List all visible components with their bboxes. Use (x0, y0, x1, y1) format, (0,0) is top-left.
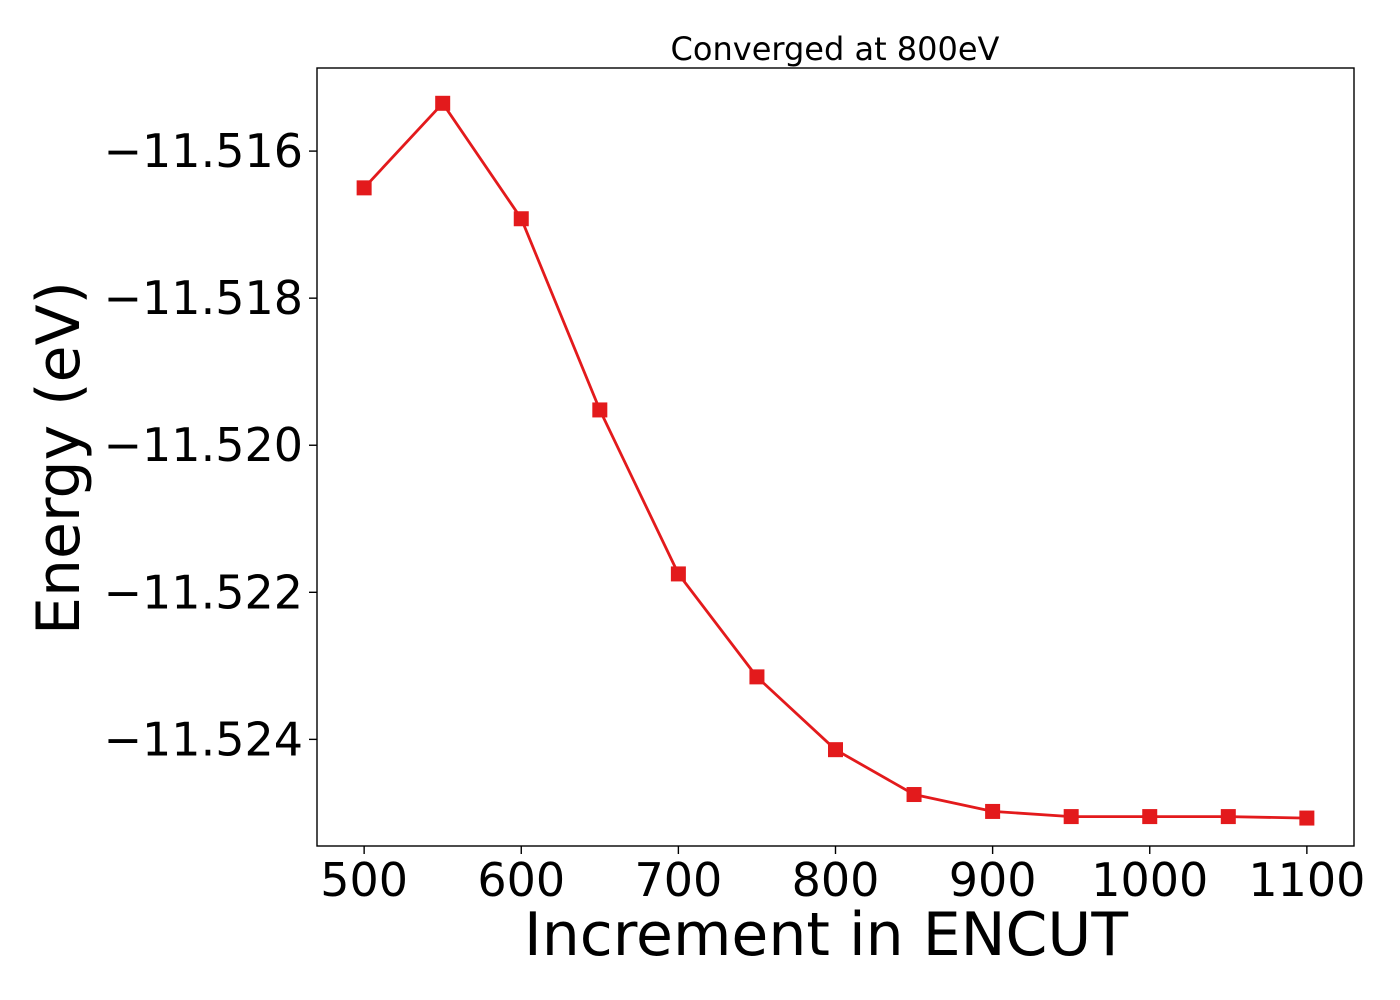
x-tick-label: 1100 (1248, 853, 1365, 907)
y-axis-label: Energy (eV) (24, 281, 94, 635)
data-point-marker (670, 566, 686, 582)
x-tick-label: 900 (949, 853, 1037, 907)
y-tick-label: −11.524 (104, 712, 304, 766)
y-tick-label: −11.520 (104, 418, 304, 472)
data-point-marker (1063, 809, 1079, 825)
data-point-marker (749, 669, 765, 685)
x-axis-label: Increment in ENCUT (524, 900, 1128, 970)
y-tick-label: −11.518 (104, 271, 304, 325)
x-axis-ticks: 500 600 700 800 900 1000 1100 (320, 846, 1365, 907)
data-point-marker (1142, 809, 1158, 825)
x-tick-label: 500 (320, 853, 408, 907)
x-tick-label: 800 (792, 853, 880, 907)
y-axis-ticks: −11.516 −11.518 −11.520 −11.522 −11.524 (104, 124, 317, 766)
series-line (363, 101, 1307, 820)
x-tick-label: 700 (634, 853, 722, 907)
data-point-marker (1220, 809, 1236, 825)
x-tick-label: 1000 (1091, 853, 1208, 907)
data-point-marker (985, 803, 1001, 819)
data-point-marker (513, 211, 529, 227)
y-tick-label: −11.522 (104, 565, 304, 619)
data-point-marker (828, 742, 843, 758)
plot-frame (316, 67, 1355, 847)
series-layer (356, 95, 1315, 826)
data-point-marker (906, 787, 922, 803)
data-point-marker (592, 402, 608, 418)
data-point-marker (356, 180, 372, 196)
x-tick-label: 600 (477, 853, 565, 907)
chart-title: Converged at 800eV (671, 30, 1000, 68)
data-point-marker (435, 95, 451, 111)
y-tick-label: −11.516 (104, 124, 304, 178)
data-point-marker (1299, 810, 1315, 826)
